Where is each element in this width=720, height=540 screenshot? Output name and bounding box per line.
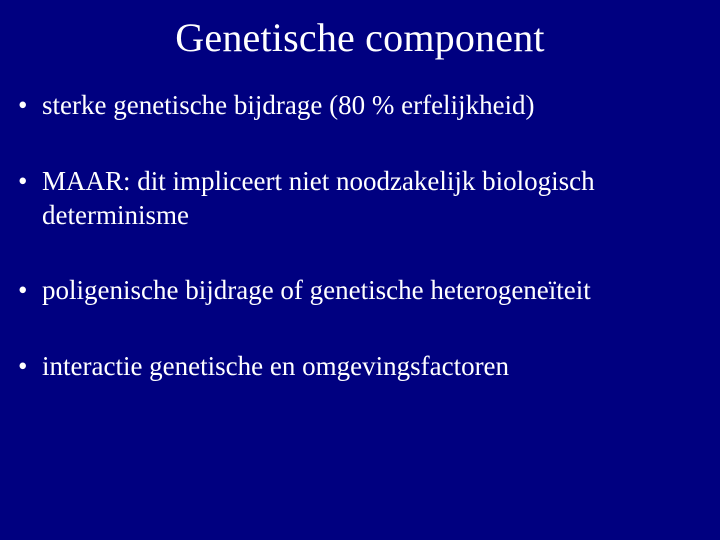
slide-title: Genetische component (0, 0, 720, 71)
list-item: sterke genetische bijdrage (80 % erfelij… (14, 89, 714, 123)
list-item: poligenische bijdrage of genetische hete… (14, 274, 714, 308)
slide: Genetische component sterke genetische b… (0, 0, 720, 540)
list-item: MAAR: dit impliceert niet noodzakelijk b… (14, 165, 714, 233)
slide-body: sterke genetische bijdrage (80 % erfelij… (0, 71, 720, 384)
bullet-list: sterke genetische bijdrage (80 % erfelij… (14, 89, 714, 384)
list-item: interactie genetische en omgevingsfactor… (14, 350, 714, 384)
